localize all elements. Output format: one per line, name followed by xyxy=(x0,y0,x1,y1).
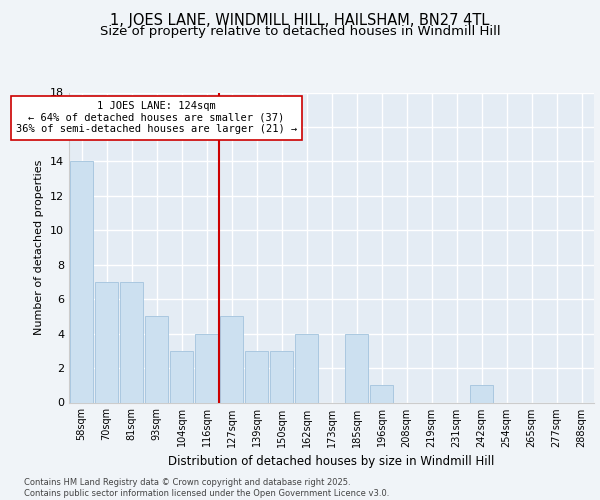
Bar xyxy=(170,351,193,403)
Text: Contains HM Land Registry data © Crown copyright and database right 2025.
Contai: Contains HM Land Registry data © Crown c… xyxy=(24,478,389,498)
Y-axis label: Number of detached properties: Number of detached properties xyxy=(34,160,44,335)
Bar xyxy=(245,351,268,403)
Bar xyxy=(95,282,118,403)
Text: Size of property relative to detached houses in Windmill Hill: Size of property relative to detached ho… xyxy=(100,25,500,38)
Text: 1 JOES LANE: 124sqm
← 64% of detached houses are smaller (37)
36% of semi-detach: 1 JOES LANE: 124sqm ← 64% of detached ho… xyxy=(16,101,297,134)
Bar xyxy=(145,316,168,402)
X-axis label: Distribution of detached houses by size in Windmill Hill: Distribution of detached houses by size … xyxy=(169,455,494,468)
Bar xyxy=(370,386,393,402)
Bar xyxy=(120,282,143,403)
Bar xyxy=(70,162,93,402)
Bar xyxy=(195,334,218,402)
Bar xyxy=(345,334,368,402)
Text: 1, JOES LANE, WINDMILL HILL, HAILSHAM, BN27 4TL: 1, JOES LANE, WINDMILL HILL, HAILSHAM, B… xyxy=(110,12,490,28)
Bar xyxy=(220,316,243,402)
Bar xyxy=(270,351,293,403)
Bar xyxy=(470,386,493,402)
Bar xyxy=(295,334,318,402)
